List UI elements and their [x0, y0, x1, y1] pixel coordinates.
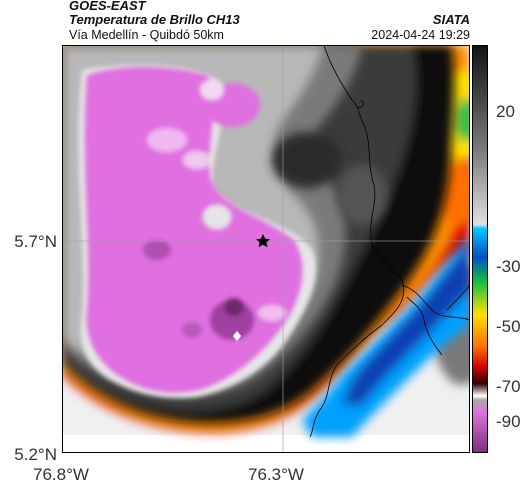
white-diamond-icon [232, 330, 242, 342]
organization-label: SIATA [432, 12, 470, 27]
coastline-borders [309, 45, 470, 438]
lat-tick-5.2: 5.2°N [14, 445, 57, 464]
brightness-temperature-map [62, 45, 470, 453]
colorbar-tick-20: 20 [496, 102, 515, 121]
lat-tick-5.7: 5.7°N [14, 232, 57, 251]
colorbar-tick-minus30: -30 [496, 257, 521, 276]
temperature-colorbar [472, 45, 488, 453]
title-line2: Temperatura de Brillo CH13 [69, 12, 240, 27]
colorbar-tick-minus50: -50 [496, 317, 521, 336]
lon-tick-76.8: 76.8°W [33, 465, 89, 484]
datetime-label: 2024-04-24 19:29 [371, 28, 470, 42]
title-line1: GOES-EAST [69, 0, 146, 13]
colorbar-tick-minus70: -70 [496, 377, 521, 396]
colorbar-tick-minus90: -90 [496, 412, 521, 431]
black-star-icon [256, 234, 270, 248]
lon-tick-76.3: 76.3°W [248, 465, 304, 484]
subtitle: Vía Medellín - Quibdó 50km [69, 28, 224, 42]
